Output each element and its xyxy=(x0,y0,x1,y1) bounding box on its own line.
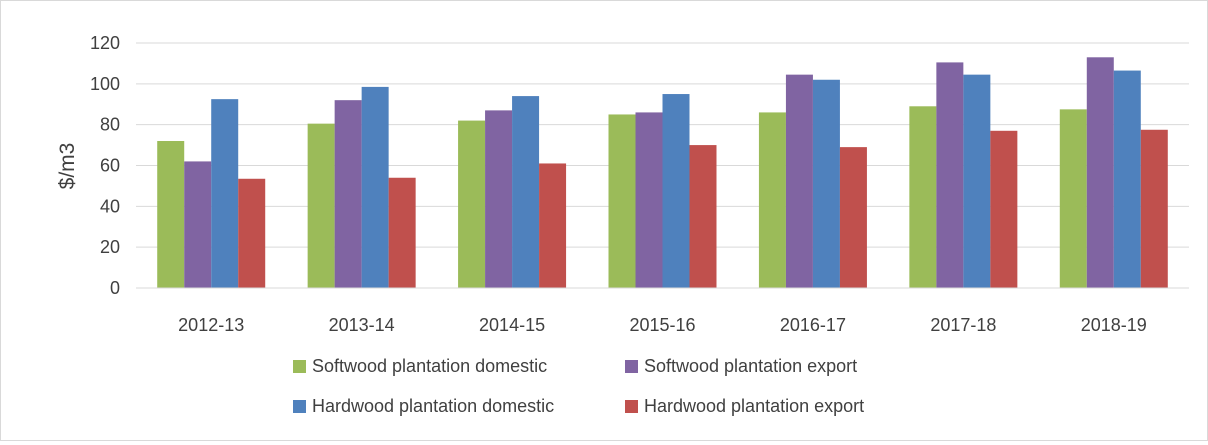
y-tick-label: 100 xyxy=(90,74,120,94)
y-axis-title: $/m3 xyxy=(56,143,79,190)
legend-label: Hardwood plantation domestic xyxy=(312,396,554,416)
y-tick-label: 0 xyxy=(110,278,120,298)
bar xyxy=(785,74,813,288)
legend-swatch xyxy=(625,360,638,373)
bar xyxy=(1113,70,1141,288)
x-tick-label: 2016-17 xyxy=(780,315,846,335)
x-tick-label: 2013-14 xyxy=(329,315,395,335)
bar xyxy=(361,86,389,288)
y-tick-labels: 0 20 40 60 80 100 120 xyxy=(90,33,120,298)
bar xyxy=(458,120,486,288)
bar xyxy=(963,74,991,288)
y-tick-label: 80 xyxy=(100,115,120,135)
legend-label: Softwood plantation export xyxy=(644,356,857,376)
y-tick-label: 40 xyxy=(100,196,120,216)
legend-item: Hardwood plantation domestic xyxy=(293,396,554,416)
legend-swatch xyxy=(293,360,306,373)
bar xyxy=(839,147,867,288)
bar xyxy=(1059,109,1087,289)
legend-label: Hardwood plantation export xyxy=(644,396,864,416)
x-tick-label: 2012-13 xyxy=(178,315,244,335)
x-tick-labels: 2012-13 2013-14 2014-15 2015-16 2016-17 2017-… xyxy=(178,315,1147,335)
bar xyxy=(990,130,1018,288)
y-tick-label: 60 xyxy=(100,156,120,176)
bar xyxy=(238,178,266,288)
bar xyxy=(909,106,937,289)
bar xyxy=(758,112,786,289)
bar xyxy=(388,177,416,288)
bar xyxy=(307,123,335,288)
bar xyxy=(485,110,513,288)
x-tick-label: 2017-18 xyxy=(930,315,996,335)
legend-swatch xyxy=(293,400,306,413)
legend-item: Softwood plantation domestic xyxy=(293,356,547,376)
bar xyxy=(1086,57,1114,288)
x-tick-label: 2014-15 xyxy=(479,315,545,335)
bar xyxy=(662,94,690,289)
y-tick-label: 20 xyxy=(100,237,120,257)
x-tick-label: 2015-16 xyxy=(629,315,695,335)
bar xyxy=(512,96,540,288)
legend: Softwood plantation domestic Softwood pla… xyxy=(293,356,864,416)
bar xyxy=(157,141,185,288)
bar xyxy=(635,112,663,289)
bar xyxy=(334,100,362,289)
bar xyxy=(1140,129,1168,288)
bars xyxy=(157,57,1168,289)
bar xyxy=(539,163,567,288)
bar xyxy=(936,62,964,289)
legend-item: Hardwood plantation export xyxy=(625,396,864,416)
legend-label: Softwood plantation domestic xyxy=(312,356,547,376)
bar xyxy=(184,161,212,288)
x-tick-label: 2018-19 xyxy=(1081,315,1147,335)
legend-swatch xyxy=(625,400,638,413)
bar xyxy=(812,79,840,288)
bar xyxy=(689,145,717,288)
bar xyxy=(211,99,239,288)
bar xyxy=(608,114,636,288)
y-tick-label: 120 xyxy=(90,33,120,53)
legend-item: Softwood plantation export xyxy=(625,356,857,376)
